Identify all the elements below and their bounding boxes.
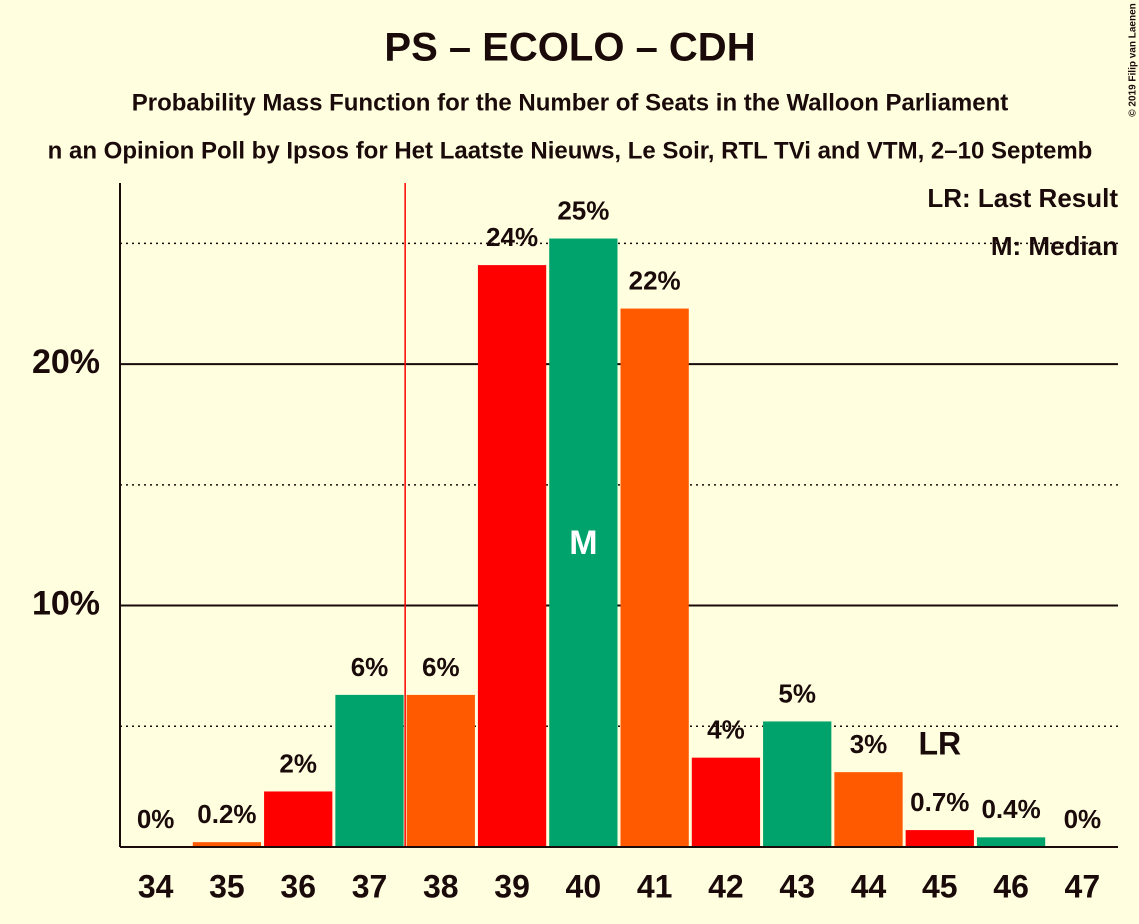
x-tick-label: 46 [993, 868, 1029, 904]
x-tick-label: 43 [779, 868, 815, 904]
x-tick-label: 35 [209, 868, 245, 904]
value-label: 0.7% [910, 787, 969, 817]
subtitle: Probability Mass Function for the Number… [132, 89, 1009, 116]
value-label: 22% [629, 265, 681, 295]
bar [335, 694, 404, 847]
value-label: 0% [1064, 804, 1102, 834]
bar [834, 772, 903, 847]
subtitle: n an Opinion Poll by Ipsos for Het Laats… [48, 137, 1093, 164]
value-label: 6% [422, 652, 460, 682]
x-tick-label: 41 [637, 868, 673, 904]
chart-title: PS – ECOLO – CDH [384, 26, 755, 70]
x-tick-label: 37 [352, 868, 388, 904]
value-label: 5% [778, 678, 816, 708]
copyright: © 2019 Filip van Laenen [1128, 3, 1139, 117]
bar [905, 830, 974, 847]
value-label: 0.4% [981, 794, 1040, 824]
x-tick-label: 38 [423, 868, 459, 904]
bar [691, 757, 761, 847]
legend-entry: M: Median [991, 231, 1118, 261]
x-tick-label: 45 [922, 868, 958, 904]
x-tick-label: 36 [280, 868, 316, 904]
value-label: 2% [279, 748, 317, 778]
x-tick-label: 44 [851, 868, 887, 904]
bar [406, 694, 475, 847]
bar [477, 265, 547, 847]
y-tick-label: 10% [32, 585, 100, 623]
value-label: 0.2% [197, 799, 256, 829]
legend-entry: LR: Last Result [927, 183, 1118, 213]
value-label: 6% [351, 652, 389, 682]
bar [976, 837, 1046, 847]
x-tick-label: 42 [708, 868, 744, 904]
value-label: 25% [557, 195, 609, 225]
y-tick-label: 20% [32, 343, 100, 381]
bar [192, 842, 262, 847]
bar [549, 238, 618, 847]
value-label: 24% [486, 222, 538, 252]
bar [264, 791, 333, 847]
x-tick-label: 34 [138, 868, 174, 904]
bar [620, 308, 689, 847]
x-tick-label: 39 [494, 868, 530, 904]
value-label: 3% [850, 729, 888, 759]
x-tick-label: 47 [1065, 868, 1101, 904]
last-result-label: LR [918, 726, 961, 762]
bar [763, 721, 832, 847]
value-label: 0% [137, 804, 175, 834]
x-tick-label: 40 [566, 868, 602, 904]
value-label: 4% [707, 715, 745, 745]
median-label: M [569, 524, 597, 562]
